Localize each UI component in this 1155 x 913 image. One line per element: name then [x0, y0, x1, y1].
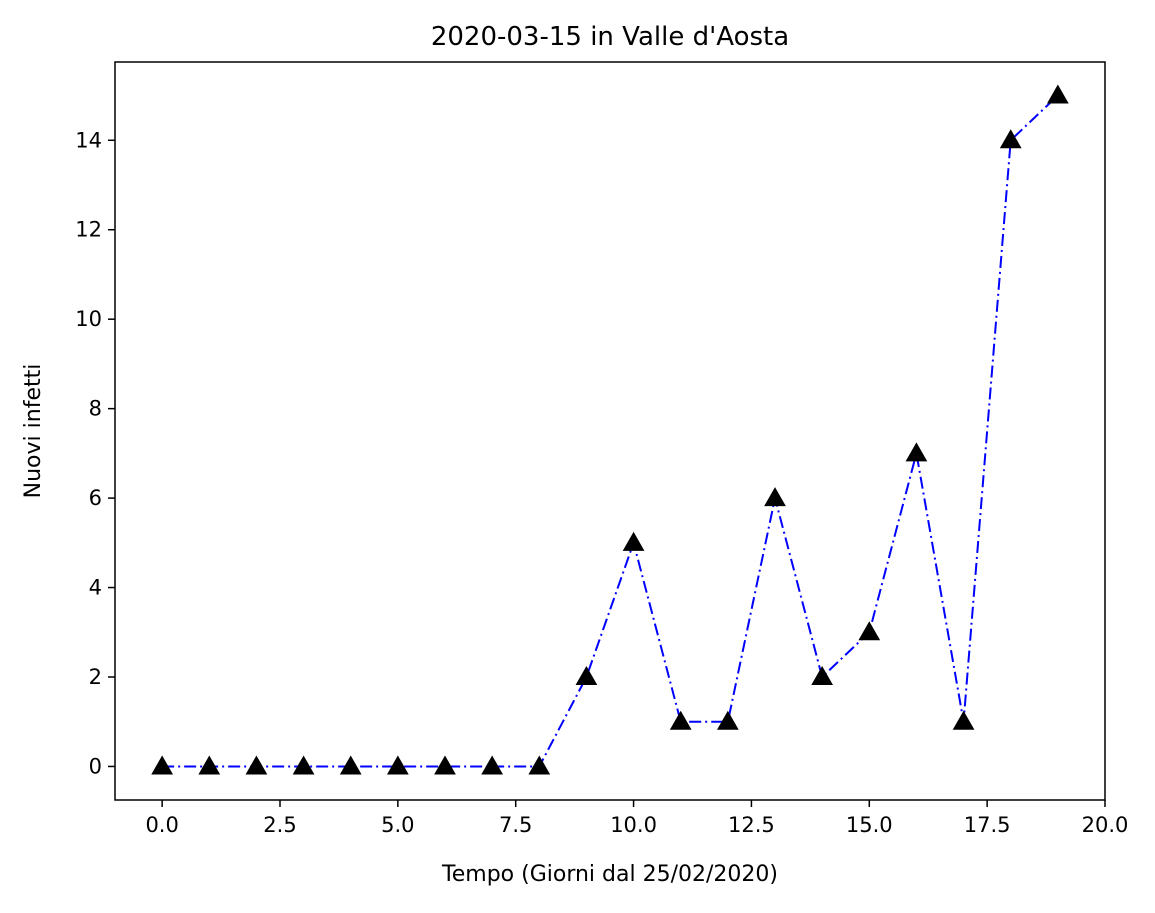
y-axis-label: Nuovi infetti [21, 364, 46, 499]
x-tick-label: 20.0 [1082, 813, 1129, 837]
y-tick-label: 6 [89, 486, 102, 510]
x-tick-label: 15.0 [846, 813, 893, 837]
plot-frame [114, 61, 1106, 801]
data-point-marker [1046, 84, 1069, 104]
y-tick-label: 4 [89, 576, 102, 600]
data-point-marker [575, 665, 598, 685]
y-tick-label: 0 [89, 754, 102, 778]
data-point-marker [716, 710, 739, 730]
data-point-marker [339, 755, 362, 775]
x-tick-label: 2.5 [263, 813, 296, 837]
data-point-marker [858, 621, 881, 641]
chart-title: 2020-03-15 in Valle d'Aosta [431, 22, 789, 52]
x-tick-label: 17.5 [964, 813, 1011, 837]
y-tick-label: 10 [75, 307, 102, 331]
data-point-marker [905, 442, 928, 462]
data-point-marker [999, 129, 1022, 149]
data-point-marker [434, 755, 456, 775]
data-point-marker [764, 487, 786, 507]
y-tick-label: 2 [89, 665, 102, 689]
data-point-marker [386, 755, 409, 775]
data-point-marker [481, 755, 504, 775]
data-point-marker [952, 710, 975, 730]
plot-area [151, 84, 1069, 775]
y-tick-label: 8 [89, 397, 102, 421]
data-point-marker [669, 710, 692, 730]
data-point-marker [198, 755, 221, 775]
data-point-marker [528, 755, 551, 775]
x-tick-label: 12.5 [728, 813, 775, 837]
x-tick-label: 7.5 [499, 813, 532, 837]
x-tick-label: 10.0 [610, 813, 657, 837]
x-axis-label: Tempo (Giorni dal 25/02/2020) [441, 862, 778, 887]
x-tick-label: 0.0 [145, 813, 178, 837]
data-point-marker [292, 755, 315, 775]
series-line [162, 94, 1059, 768]
data-point-marker [151, 755, 174, 775]
data-point-marker [245, 755, 268, 775]
data-point-marker [811, 665, 834, 685]
axes: 0.0 2.5 5.0 7.5 10.0 12.5 15.0 17.5 20.0 0 2 4 6 8 10 1… [75, 61, 1129, 837]
x-tick-label: 5.0 [381, 813, 414, 837]
y-tick-label: 14 [75, 128, 102, 152]
y-tick-label: 12 [75, 218, 102, 242]
data-point-marker [622, 531, 645, 551]
